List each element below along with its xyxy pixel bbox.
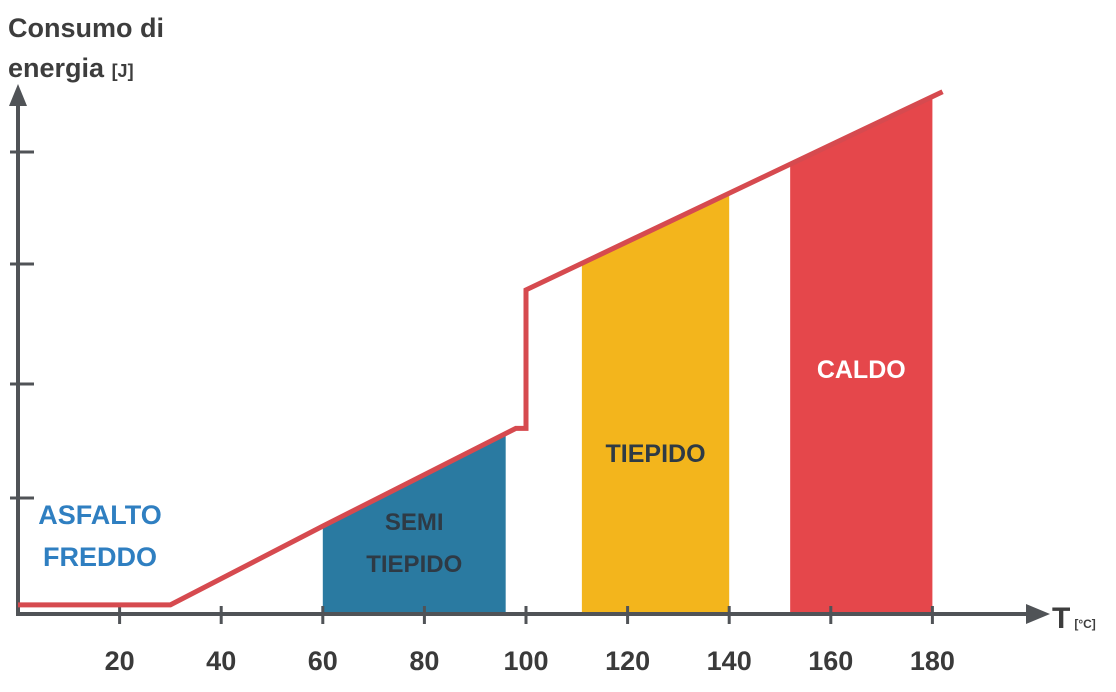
x-axis-label: T [°C]: [1052, 602, 1096, 636]
x-tick-label-120: 120: [605, 646, 650, 676]
axes-layer: 20 40 60 80 100 120 140 160 180: [9, 84, 1050, 676]
x-tick-label-40: 40: [206, 646, 236, 676]
regions-layer: [322, 96, 933, 614]
x-axis-label-text: T: [1052, 602, 1071, 635]
y-axis-arrow: [9, 84, 27, 106]
region-0: [322, 433, 506, 613]
x-tick-label-180: 180: [910, 646, 955, 676]
series-layer: [18, 89, 944, 608]
region-label-0-1: TIEPIDO: [366, 551, 462, 578]
region-1: [581, 193, 730, 614]
energy-series-line: [18, 89, 944, 608]
region-label-0-0: SEMI: [385, 509, 444, 536]
x-tick-label-160: 160: [808, 646, 853, 676]
x-tick-label-80: 80: [409, 646, 439, 676]
y-axis-label: Consumo di energia [J]: [8, 8, 164, 91]
region-label-1-0: TIEPIDO: [606, 440, 706, 468]
y-axis-unit: [J]: [111, 61, 134, 81]
annotation-label-0: ASFALTO: [38, 500, 162, 530]
region-label-2-0: CALDO: [817, 356, 906, 384]
x-axis-arrow: [1026, 604, 1050, 624]
annotation-label-1: FREDDO: [43, 542, 157, 572]
y-axis-label-line2: energia: [8, 53, 105, 83]
x-axis-unit: [°C]: [1074, 617, 1096, 631]
x-tick-label-100: 100: [503, 646, 548, 676]
labels-layer: SEMI TIEPIDO TIEPIDO CALDO ASFALTO FREDDO: [38, 356, 905, 578]
x-tick-label-60: 60: [308, 646, 338, 676]
region-2: [790, 96, 933, 614]
x-tick-label-140: 140: [707, 646, 752, 676]
x-tick-label-20: 20: [105, 646, 135, 676]
y-axis-label-line1: Consumo di: [8, 13, 164, 43]
